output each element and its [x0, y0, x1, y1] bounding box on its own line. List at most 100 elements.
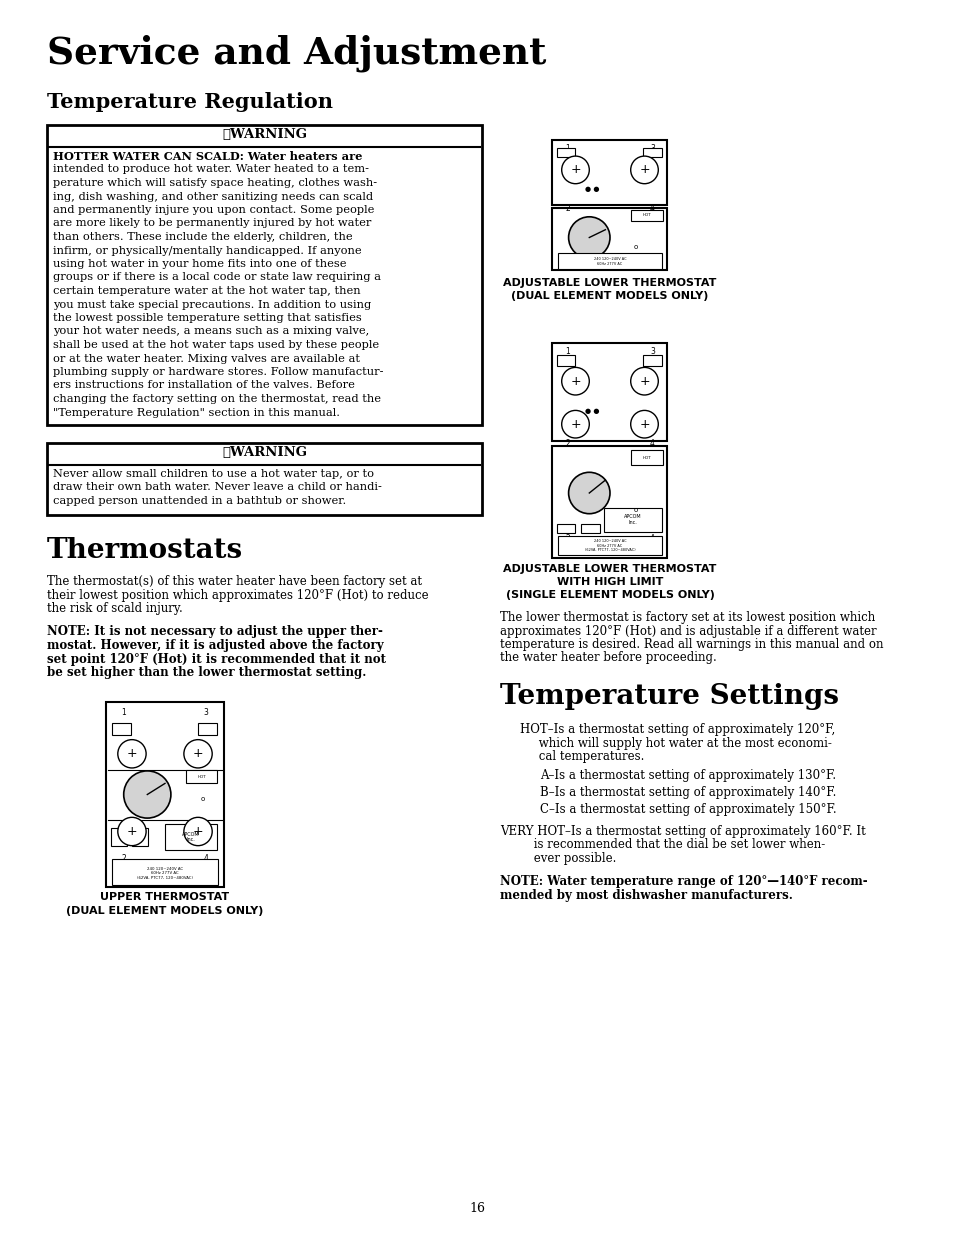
Text: mostat. However, if it is adjusted above the factory: mostat. However, if it is adjusted above… — [47, 639, 383, 652]
Text: 2: 2 — [121, 853, 126, 863]
Text: HOT: HOT — [641, 455, 651, 460]
Text: Temperature Settings: Temperature Settings — [499, 683, 838, 711]
Text: +: + — [570, 164, 580, 176]
Text: UPPER THERMOSTAT: UPPER THERMOSTAT — [100, 893, 230, 903]
Bar — [557, 149, 575, 157]
Text: ing, dish washing, and other sanitizing needs can scald: ing, dish washing, and other sanitizing … — [53, 191, 373, 201]
Text: o: o — [200, 796, 205, 802]
Text: plumbing supply or hardware stores. Follow manufactur-: plumbing supply or hardware stores. Foll… — [53, 367, 383, 377]
Text: 4: 4 — [649, 439, 655, 448]
Bar — [552, 445, 667, 558]
Bar — [112, 723, 131, 735]
Text: The thermostat(s) of this water heater have been factory set at: The thermostat(s) of this water heater h… — [47, 575, 421, 588]
Text: APCOM
Inc.: APCOM Inc. — [182, 832, 199, 842]
Bar — [198, 723, 216, 735]
Text: +: + — [193, 825, 203, 838]
Text: +: + — [639, 418, 649, 430]
Text: approximates 120°F (Hot) and is adjustable if a different water: approximates 120°F (Hot) and is adjustab… — [499, 625, 876, 637]
Bar — [558, 536, 661, 556]
Text: APCOM
Inc.: APCOM Inc. — [623, 515, 641, 526]
Text: +: + — [127, 825, 137, 838]
Circle shape — [117, 817, 146, 846]
Bar — [106, 702, 224, 887]
Text: 4: 4 — [204, 853, 209, 863]
Text: ever possible.: ever possible. — [499, 852, 616, 866]
Text: 2: 2 — [564, 203, 569, 213]
Text: WITH HIGH LIMIT: WITH HIGH LIMIT — [557, 577, 662, 587]
Text: be set higher than the lower thermostat setting.: be set higher than the lower thermostat … — [47, 666, 366, 680]
Text: ⚠WARNING: ⚠WARNING — [222, 128, 307, 141]
Text: +: + — [639, 374, 649, 388]
Bar — [165, 825, 216, 849]
Text: set point 120°F (Hot) it is recommended that it not: set point 120°F (Hot) it is recommended … — [47, 652, 386, 666]
Text: draw their own bath water. Never leave a child or handi-: draw their own bath water. Never leave a… — [53, 482, 381, 492]
Bar — [47, 125, 481, 425]
Circle shape — [561, 367, 589, 396]
Text: HOT–Is a thermostat setting of approximately 120°F,: HOT–Is a thermostat setting of approxima… — [519, 723, 835, 737]
Text: certain temperature water at the hot water tap, then: certain temperature water at the hot wat… — [53, 286, 360, 296]
Text: 2: 2 — [564, 439, 569, 448]
Text: 3: 3 — [204, 708, 209, 717]
Text: 3: 3 — [649, 346, 655, 356]
Text: ● ●: ● ● — [585, 408, 599, 414]
Bar — [630, 211, 662, 221]
Text: +: + — [193, 748, 203, 760]
Text: ADJUSTABLE LOWER THERMOSTAT: ADJUSTABLE LOWER THERMOSTAT — [503, 278, 716, 288]
Text: is recommended that the dial be set lower when-: is recommended that the dial be set lowe… — [499, 838, 824, 852]
Text: 4: 4 — [649, 203, 655, 213]
Text: Thermostats: Thermostats — [47, 537, 243, 564]
Text: temperature is desired. Read all warnings in this manual and on: temperature is desired. Read all warning… — [499, 639, 882, 651]
Text: shall be used at the hot water taps used by these people: shall be used at the hot water taps used… — [53, 340, 378, 350]
Text: "Temperature Regulation" section in this manual.: "Temperature Regulation" section in this… — [53, 408, 339, 418]
Text: (DUAL ELEMENT MODELS ONLY): (DUAL ELEMENT MODELS ONLY) — [67, 905, 263, 915]
Bar — [580, 525, 599, 533]
Bar — [552, 207, 667, 270]
Text: the water heater before proceeding.: the water heater before proceeding. — [499, 651, 716, 665]
Bar — [552, 342, 667, 441]
Circle shape — [124, 771, 171, 818]
Text: 1: 1 — [564, 144, 569, 153]
Text: ADJUSTABLE LOWER THERMOSTAT: ADJUSTABLE LOWER THERMOSTAT — [503, 564, 716, 574]
Text: HOT: HOT — [641, 213, 651, 217]
Text: A–Is a thermostat setting of approximately 130°F.: A–Is a thermostat setting of approximate… — [539, 769, 835, 781]
Text: cal temperatures.: cal temperatures. — [519, 750, 643, 763]
Text: 1: 1 — [121, 708, 126, 717]
Bar — [186, 770, 216, 784]
Bar — [603, 508, 661, 532]
Circle shape — [117, 739, 146, 768]
Text: NOTE: It is not necessary to adjust the upper ther-: NOTE: It is not necessary to adjust the … — [47, 625, 382, 639]
Bar — [132, 828, 149, 846]
Circle shape — [630, 156, 658, 184]
Text: HOTTER WATER CAN SCALD: Water heaters are: HOTTER WATER CAN SCALD: Water heaters ar… — [53, 151, 362, 162]
Text: 240 120~240V AC
60Hz 277V AC
(62VA, PTC77, 120~480VAC): 240 120~240V AC 60Hz 277V AC (62VA, PTC7… — [584, 539, 635, 552]
Text: +: + — [639, 164, 649, 176]
Text: 3: 3 — [649, 144, 655, 153]
Text: intended to produce hot water. Water heated to a tem-: intended to produce hot water. Water hea… — [53, 165, 369, 175]
Text: capped person unattended in a bathtub or shower.: capped person unattended in a bathtub or… — [53, 496, 346, 506]
Bar — [47, 443, 481, 515]
Text: Service and Adjustment: Service and Adjustment — [47, 35, 546, 72]
Text: mended by most dishwasher manufacturers.: mended by most dishwasher manufacturers. — [499, 889, 792, 901]
Circle shape — [630, 410, 658, 438]
Circle shape — [561, 410, 589, 438]
Text: or at the water heater. Mixing valves are available at: or at the water heater. Mixing valves ar… — [53, 353, 359, 363]
Text: 240 120~240V AC
60Hz 277V AC: 240 120~240V AC 60Hz 277V AC — [593, 257, 626, 265]
Bar — [111, 828, 127, 846]
Bar — [557, 525, 575, 533]
Text: changing the factory setting on the thermostat, read the: changing the factory setting on the ther… — [53, 394, 380, 404]
Text: +: + — [570, 418, 580, 430]
Text: than others. These include the elderly, children, the: than others. These include the elderly, … — [53, 232, 353, 242]
Text: 2: 2 — [564, 534, 569, 543]
Circle shape — [184, 739, 212, 768]
Text: 240 120~240V AC
60Hz 277V AC
(62VA, PTC77, 120~480VAC): 240 120~240V AC 60Hz 277V AC (62VA, PTC7… — [137, 867, 193, 879]
Text: VERY HOT–Is a thermostat setting of approximately 160°F. It: VERY HOT–Is a thermostat setting of appr… — [499, 825, 864, 838]
Text: HOT: HOT — [197, 775, 207, 779]
Text: perature which will satisfy space heating, clothes wash-: perature which will satisfy space heatin… — [53, 179, 376, 188]
Text: ● ●: ● ● — [585, 186, 599, 192]
Text: Temperature Regulation: Temperature Regulation — [47, 92, 333, 112]
Text: using hot water in your home fits into one of these: using hot water in your home fits into o… — [53, 259, 346, 269]
Text: and permanently injure you upon contact. Some people: and permanently injure you upon contact.… — [53, 205, 374, 215]
Text: are more likely to be permanently injured by hot water: are more likely to be permanently injure… — [53, 218, 371, 228]
Text: infirm, or physically/mentally handicapped. If anyone: infirm, or physically/mentally handicapp… — [53, 246, 361, 255]
Circle shape — [568, 217, 609, 258]
